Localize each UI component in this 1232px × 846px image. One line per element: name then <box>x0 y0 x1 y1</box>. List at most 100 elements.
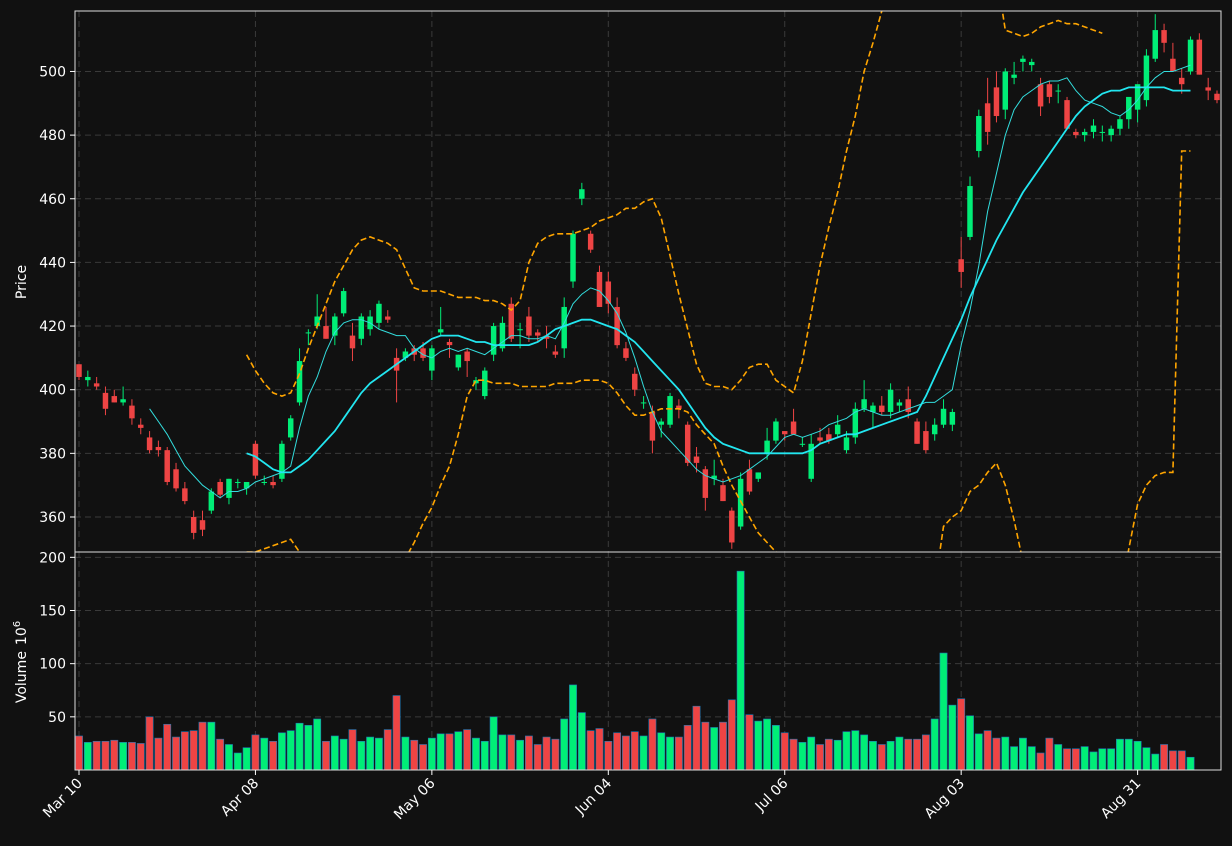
price-tick-label: 380 <box>39 446 66 462</box>
volume-bar <box>357 740 366 770</box>
ma-long-line <box>246 86 1191 474</box>
candle-body <box>1214 93 1220 101</box>
candle-body <box>129 405 135 419</box>
candle-body <box>208 491 215 511</box>
date-tick-label: Jun 04 <box>572 775 615 818</box>
candle-body <box>561 306 567 349</box>
volume-bar <box>992 737 1001 770</box>
volume-bar <box>163 723 172 770</box>
candle-body <box>120 399 126 403</box>
volume-bar <box>375 737 383 770</box>
candle-body <box>1205 87 1211 91</box>
volume-bar <box>507 734 516 770</box>
volume-bar <box>913 738 921 770</box>
candle-body <box>1134 84 1141 110</box>
candle-body <box>993 87 1000 117</box>
candle-body <box>605 281 612 304</box>
candle-body <box>102 392 109 409</box>
volume-bar <box>172 736 180 770</box>
volume-bar <box>436 733 445 770</box>
candle-body <box>1196 39 1203 75</box>
volume-tick-label: 200 <box>39 550 66 566</box>
volume-bar <box>454 731 463 770</box>
grid-lines <box>75 11 1221 770</box>
volume-bar <box>1036 752 1045 770</box>
candle-body <box>235 481 241 483</box>
candle-body <box>711 475 717 479</box>
candle-body <box>623 348 629 358</box>
candle-body <box>482 370 488 397</box>
price-tick-label: 460 <box>39 192 66 208</box>
volume-bar <box>348 729 357 770</box>
volume-bar <box>216 738 225 770</box>
candle-body <box>1117 119 1123 129</box>
candle-body <box>279 443 285 479</box>
candle-body <box>1011 74 1017 78</box>
candle-body <box>314 316 320 327</box>
volume-axis-label: Volume 106 <box>12 621 30 703</box>
volume-bar <box>1054 744 1063 770</box>
volume-bar <box>92 740 101 770</box>
candle-body <box>323 326 329 339</box>
candle-body <box>967 186 973 237</box>
volume-bar <box>489 716 498 770</box>
candle-body <box>879 405 885 412</box>
volume-bar <box>410 739 419 770</box>
volume-bar <box>330 735 339 770</box>
price-tick-label: 360 <box>39 510 66 526</box>
candle-body <box>358 316 365 339</box>
candle-body <box>640 402 647 404</box>
volume-bar <box>1186 756 1195 770</box>
candle-body <box>931 424 938 435</box>
candle-body <box>1170 58 1176 72</box>
candle-body <box>1064 100 1070 129</box>
candle-body <box>817 437 823 441</box>
volume-bar <box>1107 748 1116 770</box>
candle-body <box>649 411 656 441</box>
candle-body <box>870 405 876 412</box>
volume-bar <box>701 721 710 770</box>
candle-body <box>340 291 347 314</box>
volume-bar <box>286 730 295 770</box>
candle-body <box>287 418 294 438</box>
volume-bar <box>577 712 586 770</box>
volume-bar <box>842 731 851 770</box>
volume-bar <box>622 735 630 770</box>
volume-bar <box>383 729 392 770</box>
volume-bar <box>957 698 966 770</box>
candle-body <box>376 303 382 323</box>
candle-body <box>587 233 594 250</box>
volume-bars <box>75 570 1195 770</box>
candle-body <box>667 396 673 425</box>
candle-body <box>552 351 559 355</box>
price-tick-label: 440 <box>39 255 66 271</box>
candle-body <box>755 472 762 479</box>
volume-bar <box>692 705 701 770</box>
candle-body <box>93 383 100 387</box>
volume-bar <box>974 733 983 770</box>
candle-body <box>729 510 735 543</box>
price-tick-label: 480 <box>39 128 66 144</box>
volume-bar <box>586 730 595 770</box>
volume-bar <box>207 721 216 770</box>
candle-body <box>1073 131 1079 136</box>
price-tick-label: 500 <box>39 64 66 80</box>
volume-bar <box>419 744 427 770</box>
volume-bar <box>639 735 648 770</box>
candle-body <box>764 440 770 454</box>
volume-bar <box>1027 746 1036 770</box>
volume-bar <box>1160 744 1168 770</box>
candle-body <box>517 329 523 331</box>
candle-body <box>596 271 603 307</box>
volume-bar <box>101 740 110 770</box>
volume-bar <box>366 736 375 770</box>
candle-body <box>199 520 206 530</box>
volume-bar <box>869 740 877 770</box>
candle-body <box>658 421 664 425</box>
candle-body <box>984 103 991 132</box>
volume-axis-label-text: Volume <box>14 651 30 703</box>
volume-bar <box>1019 737 1027 770</box>
volume-bar <box>1177 750 1186 770</box>
indicator-lines <box>149 11 1191 552</box>
volume-bar <box>683 725 692 770</box>
